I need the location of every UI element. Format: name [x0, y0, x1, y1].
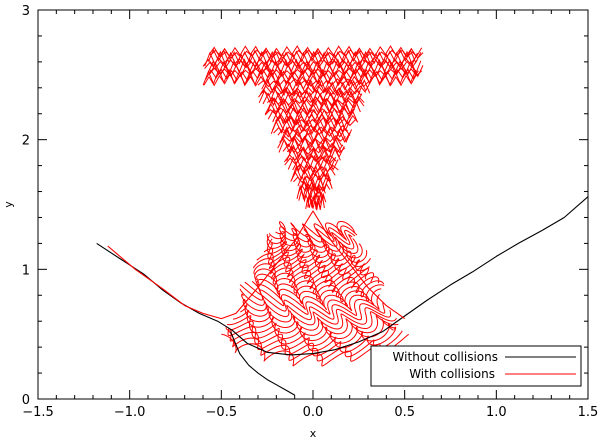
legend-label-without-collisions: Without collisions: [393, 350, 498, 364]
series-line-2: [229, 331, 295, 396]
red-trajectory-loop: [244, 280, 385, 305]
red-trajectory-loop: [232, 309, 397, 336]
y-tick-label: 1: [22, 263, 30, 278]
red-trajectory-loop: [227, 314, 399, 342]
red-trajectory-band: [266, 95, 365, 106]
red-trajectory-band: [296, 184, 323, 200]
red-trajectory-band: [273, 124, 349, 135]
red-trajectory-loop: [256, 253, 371, 274]
red-trajectory-band: [277, 126, 351, 138]
red-trajectory-band: [281, 125, 353, 144]
red-trajectory-band: [207, 58, 422, 76]
red-oscillation-cloud: [202, 45, 424, 367]
red-trajectory-band: [282, 141, 344, 154]
red-trajectory-band: [267, 106, 356, 122]
x-tick-label: −1.0: [114, 405, 146, 420]
x-tick-label: 1.0: [486, 405, 507, 420]
y-tick-labels: 0 1 2 3: [22, 4, 30, 408]
x-tick-label: −1.5: [22, 405, 54, 420]
series-layer: [96, 196, 589, 396]
red-trajectory-loop: [254, 267, 370, 290]
red-trajectory-band: [298, 183, 326, 195]
red-trajectory-band: [260, 84, 366, 96]
red-trajectory-band: [209, 49, 424, 59]
red-trajectory-loop: [253, 262, 367, 284]
red-trajectory-loop: [239, 284, 385, 311]
y-tick-label: 2: [22, 134, 30, 149]
legend-label-with-collisions: With collisions: [409, 367, 495, 381]
x-tick-label: −0.5: [206, 405, 238, 420]
x-tick-label: 0.5: [394, 405, 415, 420]
red-trajectory-band: [208, 45, 423, 58]
y-tick-label: 0: [22, 393, 30, 408]
y-tick-label: 3: [22, 4, 30, 19]
x-axis-label: x: [310, 427, 317, 440]
red-trajectory-loop: [275, 221, 355, 238]
red-trajectory-band: [283, 152, 337, 164]
x-tick-labels: −1.5 −1.0 −0.5 0.0 0.5 1.0 1.5: [22, 405, 598, 420]
red-trajectory-band: [279, 135, 346, 145]
red-trajectory-loop: [240, 304, 392, 331]
red-trajectory-loop: [225, 318, 397, 347]
legend: Without collisions With collisions: [370, 345, 582, 387]
x-tick-label: 1.5: [578, 405, 599, 420]
red-trajectory-band: [277, 135, 343, 150]
red-trajectory-loop: [255, 272, 375, 295]
red-trajectory-band: [300, 175, 333, 193]
axis-ticks: [37, 9, 589, 400]
red-trajectory-band: [262, 90, 363, 107]
red-trajectory-band: [278, 135, 342, 154]
red-trajectory-loop: [252, 258, 370, 279]
y-axis-label: y: [2, 201, 15, 208]
legend-box: [370, 345, 582, 387]
red-trajectory-loop: [267, 243, 363, 264]
red-trajectory-band: [290, 169, 329, 182]
red-trajectory-band: [262, 78, 371, 97]
series-line-with-collisions: [107, 210, 406, 320]
red-trajectory-loop: [266, 229, 356, 248]
red-trajectory-band: [290, 164, 332, 182]
red-trajectory-loop: [268, 225, 358, 243]
x-tick-label: 0.0: [303, 405, 324, 420]
red-trajectory-loop: [241, 293, 380, 321]
red-trajectory-band: [300, 180, 331, 193]
red-trajectory-band: [258, 87, 362, 99]
red-trajectory-loop: [242, 298, 386, 326]
